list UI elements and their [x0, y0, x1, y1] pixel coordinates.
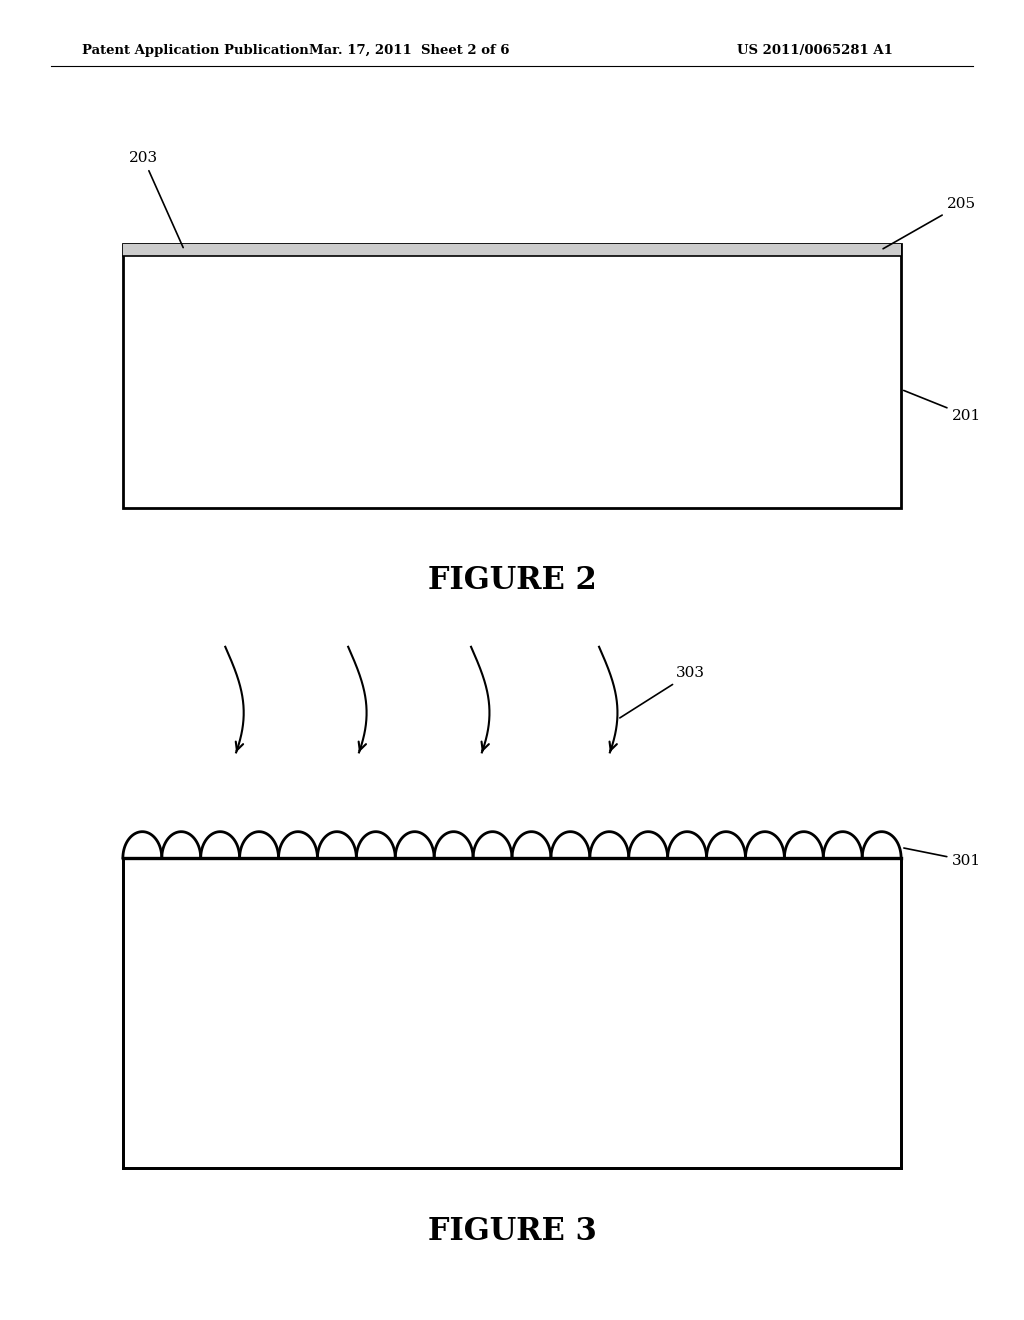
Text: 203: 203 — [129, 152, 183, 248]
Text: Patent Application Publication: Patent Application Publication — [82, 44, 308, 57]
Text: 301: 301 — [904, 847, 981, 867]
Bar — [123, 858, 901, 1168]
Text: US 2011/0065281 A1: US 2011/0065281 A1 — [737, 44, 893, 57]
Text: FIGURE 2: FIGURE 2 — [428, 565, 596, 597]
Text: Mar. 17, 2011  Sheet 2 of 6: Mar. 17, 2011 Sheet 2 of 6 — [309, 44, 510, 57]
Text: FIGURE 3: FIGURE 3 — [428, 1216, 596, 1247]
Bar — [123, 244, 901, 256]
Bar — [123, 244, 901, 508]
Text: 303: 303 — [620, 667, 705, 718]
Text: 205: 205 — [883, 197, 976, 248]
Text: 201: 201 — [904, 391, 982, 422]
